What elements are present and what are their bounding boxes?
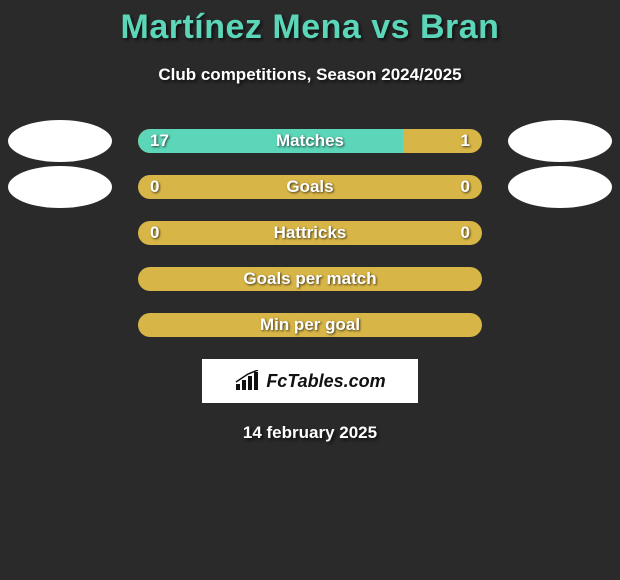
player-avatar-left xyxy=(8,120,112,162)
stat-bar: Min per goal xyxy=(138,313,482,337)
chart-icon xyxy=(234,370,260,392)
stat-value-right: 0 xyxy=(461,177,470,197)
stat-bar: 0Hattricks0 xyxy=(138,221,482,245)
stat-row: 17Matches1 xyxy=(0,129,620,153)
stat-label: Goals xyxy=(138,177,482,197)
subtitle: Club competitions, Season 2024/2025 xyxy=(0,65,620,85)
stat-row: Min per goal xyxy=(0,313,620,337)
player-avatar-left xyxy=(8,166,112,208)
stat-row: Goals per match xyxy=(0,267,620,291)
date-label: 14 february 2025 xyxy=(0,423,620,443)
stat-rows: 17Matches10Goals00Hattricks0Goals per ma… xyxy=(0,129,620,337)
comparison-card: Martínez Mena vs Bran Club competitions,… xyxy=(0,0,620,443)
stat-row: 0Hattricks0 xyxy=(0,221,620,245)
stat-row: 0Goals0 xyxy=(0,175,620,199)
stat-label: Min per goal xyxy=(138,315,482,335)
stat-label: Goals per match xyxy=(138,269,482,289)
player-avatar-right xyxy=(508,166,612,208)
page-title: Martínez Mena vs Bran xyxy=(0,8,620,47)
stat-value-right: 1 xyxy=(461,131,470,151)
player-avatar-right xyxy=(508,120,612,162)
stat-label: Matches xyxy=(138,131,482,151)
brand-text: FcTables.com xyxy=(266,371,385,392)
stat-label: Hattricks xyxy=(138,223,482,243)
stat-bar: 0Goals0 xyxy=(138,175,482,199)
stat-value-right: 0 xyxy=(461,223,470,243)
stat-bar: 17Matches1 xyxy=(138,129,482,153)
brand-logo: FcTables.com xyxy=(202,359,418,403)
stat-bar: Goals per match xyxy=(138,267,482,291)
